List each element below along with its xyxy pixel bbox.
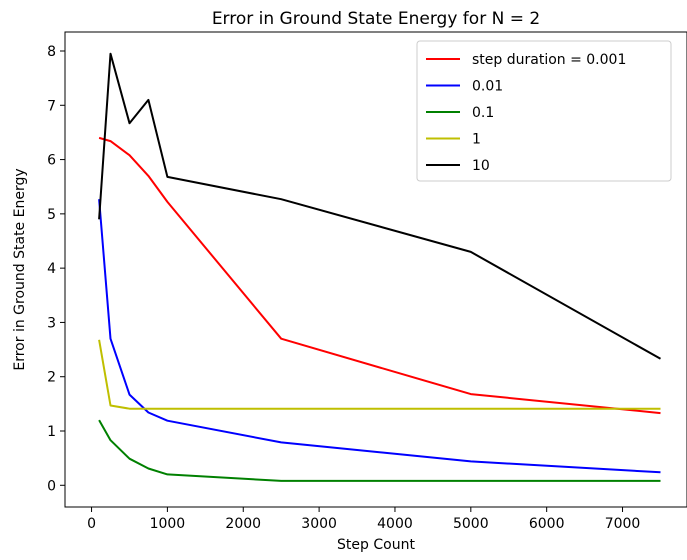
legend: step duration = 0.001 0.01 0.1 1 10 (416, 40, 672, 182)
legend-label-3: 1 (472, 132, 481, 148)
legend-label-2: 0.1 (472, 105, 494, 121)
y-axis-ticks: 0 1 2 3 4 5 6 7 8 (47, 44, 65, 494)
x-tick-label-4: 4000 (377, 516, 413, 532)
y-tick-label-4: 4 (47, 261, 56, 277)
y-tick-label-0: 0 (47, 478, 56, 494)
x-tick-label-7: 7000 (605, 516, 641, 532)
series-line-2 (98, 419, 661, 482)
x-axis-ticks: 0 1000 2000 3000 4000 5000 6000 7000 (87, 507, 640, 532)
plot-frame (64, 31, 687, 508)
y-tick-label-7: 7 (47, 98, 56, 114)
series-line-0 (98, 136, 661, 415)
x-tick-label-6: 6000 (529, 516, 565, 532)
x-tick-label-1: 1000 (150, 516, 186, 532)
chart-title: Error in Ground State Energy for N = 2 (212, 9, 540, 29)
y-axis-label: Error in Ground State Energy (12, 168, 28, 370)
x-tick-label-0: 0 (87, 516, 96, 532)
x-axis-label: Step Count (337, 537, 415, 553)
y-tick-label-8: 8 (47, 44, 56, 60)
legend-label-1: 0.01 (472, 79, 503, 95)
legend-label-4: 10 (472, 158, 490, 174)
series-line-1 (98, 199, 661, 474)
legend-box (416, 40, 672, 182)
x-tick-label-3: 3000 (301, 516, 337, 532)
series-layer (98, 52, 661, 482)
series-line-4 (98, 52, 661, 360)
legend-label-0: step duration = 0.001 (472, 52, 626, 68)
x-tick-label-2: 2000 (225, 516, 261, 532)
y-tick-label-5: 5 (47, 207, 56, 223)
y-tick-label-3: 3 (47, 315, 56, 331)
x-tick-label-5: 5000 (453, 516, 489, 532)
series-line-3 (98, 339, 661, 410)
y-tick-label-2: 2 (47, 370, 56, 386)
y-tick-label-6: 6 (47, 153, 56, 169)
y-tick-label-1: 1 (47, 424, 56, 440)
